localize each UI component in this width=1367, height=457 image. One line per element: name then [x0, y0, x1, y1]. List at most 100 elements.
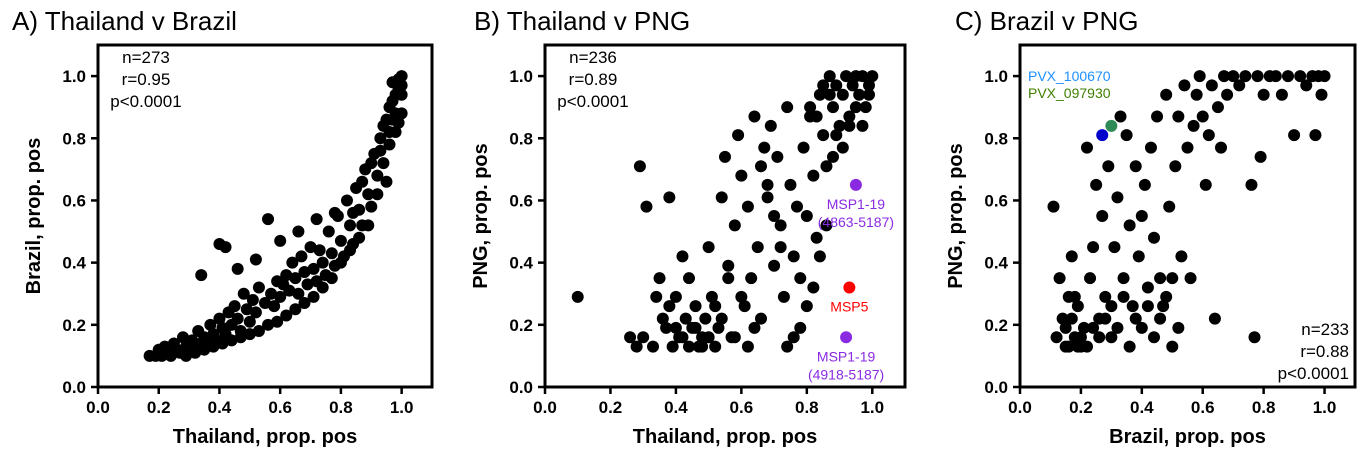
- stats-text: n=236: [569, 48, 617, 67]
- data-point: [1141, 281, 1154, 294]
- panel-title: B) Thailand v PNG: [474, 6, 690, 36]
- data-point: [709, 340, 722, 353]
- data-point: [1257, 88, 1270, 101]
- data-point: [219, 241, 232, 254]
- data-point: [283, 284, 296, 297]
- y-tick-label: 0.4: [62, 254, 86, 273]
- data-point: [653, 272, 666, 285]
- data-point: [1208, 312, 1221, 325]
- y-axis-label: PNG, prop. pos: [945, 143, 967, 289]
- data-point: [836, 141, 849, 154]
- data-point: [840, 70, 853, 83]
- data-point: [777, 290, 790, 303]
- data-point: [741, 340, 754, 353]
- x-tick-label: 0.8: [1252, 398, 1276, 417]
- data-point: [669, 290, 682, 303]
- data-point: [289, 272, 302, 285]
- x-axis-label: Thailand, prop. pos: [173, 426, 357, 448]
- data-point: [395, 107, 408, 120]
- highlight-label: (4918-5187): [808, 366, 884, 382]
- x-tick-label: 0.6: [730, 398, 754, 417]
- data-point: [755, 312, 767, 325]
- data-point: [249, 253, 262, 266]
- data-point: [1245, 178, 1258, 191]
- data-point: [715, 191, 728, 204]
- data-point: [234, 331, 247, 344]
- data-point: [1196, 110, 1209, 123]
- data-point: [640, 200, 653, 213]
- data-point: [246, 293, 259, 306]
- data-point: [820, 219, 833, 232]
- data-point: [1227, 70, 1240, 83]
- data-point: [1059, 321, 1072, 334]
- data-point: [1117, 290, 1130, 303]
- data-point: [1254, 150, 1267, 163]
- y-tick-label: 0.0: [984, 378, 1008, 397]
- data-point: [1181, 141, 1194, 154]
- data-point: [262, 213, 275, 226]
- data-point: [347, 206, 360, 219]
- highlight-label: PVX_097930: [1028, 85, 1111, 101]
- data-point: [1148, 231, 1160, 244]
- data-point: [794, 272, 807, 285]
- data-point: [198, 343, 211, 356]
- data-point: [830, 79, 843, 92]
- highlight-point: [1105, 119, 1118, 132]
- x-tick-label: 0.2: [1069, 398, 1093, 417]
- data-point: [866, 70, 879, 83]
- data-point: [810, 110, 823, 123]
- data-point: [307, 290, 320, 303]
- data-point: [751, 241, 764, 254]
- data-point: [1294, 70, 1307, 83]
- data-point: [748, 110, 761, 123]
- data-point: [380, 175, 393, 188]
- data-point: [624, 331, 637, 344]
- data-point: [1169, 160, 1182, 173]
- y-tick-label: 1.0: [509, 67, 533, 86]
- data-point: [761, 191, 774, 204]
- plot-frame: [543, 43, 907, 389]
- x-tick-label: 1.0: [390, 398, 414, 417]
- data-point: [712, 321, 725, 334]
- data-point: [252, 281, 265, 294]
- data-point: [216, 337, 229, 350]
- data-point: [758, 141, 771, 154]
- data-point: [1172, 110, 1185, 123]
- data-point: [231, 312, 244, 325]
- y-tick-label: 1.0: [62, 67, 86, 86]
- highlight-label: MSP1-19: [827, 196, 886, 212]
- data-point: [1160, 88, 1173, 101]
- data-point: [797, 141, 810, 154]
- data-point: [1138, 178, 1151, 191]
- data-point: [1081, 340, 1093, 353]
- data-point: [571, 290, 584, 303]
- data-point: [1141, 300, 1154, 313]
- data-point: [1117, 272, 1130, 285]
- y-tick-label: 0.0: [509, 378, 533, 397]
- data-point: [1163, 200, 1176, 213]
- x-axis-label: Brazil, prop. pos: [1109, 426, 1266, 448]
- data-point: [228, 300, 241, 313]
- data-point: [271, 315, 284, 328]
- data-point: [1154, 272, 1167, 285]
- data-point: [286, 256, 299, 269]
- data-point: [195, 269, 208, 282]
- data-point: [292, 287, 305, 300]
- x-tick-label: 1.0: [860, 398, 884, 417]
- data-point: [1239, 70, 1252, 83]
- data-point: [774, 241, 787, 254]
- data-point: [237, 287, 250, 300]
- data-point: [1135, 210, 1148, 222]
- data-point: [289, 303, 302, 316]
- data-point: [344, 219, 357, 232]
- data-point: [356, 175, 369, 188]
- data-point: [307, 262, 320, 275]
- data-point: [755, 160, 767, 173]
- data-point: [715, 312, 728, 325]
- data-point: [650, 290, 663, 303]
- data-point: [656, 312, 669, 325]
- highlight-label: MSP1-19: [817, 348, 876, 364]
- data-point: [298, 297, 311, 310]
- data-point: [362, 188, 375, 201]
